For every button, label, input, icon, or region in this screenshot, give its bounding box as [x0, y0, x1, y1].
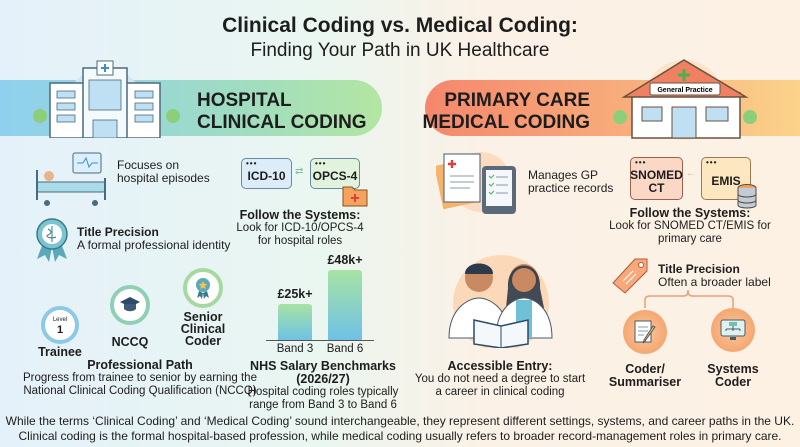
hospital-episodes-text: Focuses on hospital episodes — [117, 158, 210, 185]
professional-path-section: Professional Path Progress from trainee t… — [23, 358, 257, 398]
label-tag-icon — [612, 258, 648, 294]
general-practice-sign: General Practice — [657, 87, 712, 94]
page-subtitle: Finding Your Path in UK Healthcare — [250, 40, 550, 61]
medical-ribbon-badge-icon — [36, 218, 68, 262]
salary-bar-0 — [278, 303, 312, 340]
path-step-nccq: NCCQ — [111, 335, 149, 349]
documents-tablet-icon — [436, 152, 516, 214]
graduation-cap-icon — [110, 285, 150, 325]
follow-systems-left: Follow the Systems: Look for ICD-10/OPCS-… — [236, 208, 364, 248]
medical-folder-icon — [342, 186, 368, 207]
role-systems-coder: Systems Coder — [707, 362, 759, 389]
exchange-arrows-icon: ⇄ — [295, 166, 304, 177]
salary-value-label: £48k+ — [327, 253, 363, 268]
hospital-bed-icon — [36, 152, 106, 206]
hospital-building-icon — [33, 60, 180, 138]
role-coder-summariser: Coder/Summariser — [608, 362, 682, 389]
salary-benchmarks-section: NHS Salary Benchmarks (2026/27) Hospital … — [247, 359, 399, 412]
opcs4-system-box: OPCS-4 — [310, 157, 360, 189]
emis-system-box: EMIS — [701, 156, 751, 200]
database-icon — [737, 184, 757, 209]
level-1-badge: Level 1 — [41, 306, 79, 344]
computer-network-icon — [711, 308, 755, 352]
title-precision-right: Title Precision Often a broader label — [658, 262, 771, 289]
branch-brace — [644, 289, 734, 308]
follow-systems-right: Follow the Systems: Look for SNOMED CT/EM… — [609, 206, 771, 246]
icd10-system-box: ICD-10 — [241, 157, 292, 189]
primary-care-banner-title: PRIMARY CARE MEDICAL CODING — [422, 90, 590, 133]
title-precision-left: Title Precision A formal professional ide… — [77, 225, 231, 252]
senior-award-icon — [183, 268, 223, 308]
footer-summary: While the terms ‘Clinical Coding’ and ‘M… — [5, 414, 795, 443]
document-pen-icon — [623, 310, 667, 354]
path-step-senior-clinical-coder: Senior Clinical Coder — [180, 310, 226, 348]
gp-records-text: Manages GP practice records — [528, 168, 614, 195]
doctors-with-book-icon — [448, 255, 553, 348]
arrow-left-icon: ← — [686, 168, 696, 179]
path-step-trainee: Trainee — [38, 345, 82, 359]
page-title: Clinical Coding vs. Medical Coding: — [222, 14, 578, 37]
salary-bar-chart: £25k+ Band 3 £48k+ Band 6 — [266, 250, 374, 360]
accessible-entry-section: Accessible Entry: You do not need a degre… — [414, 359, 586, 399]
hospital-banner-title: HOSPITAL CLINICAL CODING — [197, 90, 367, 133]
salary-bar-1 — [328, 270, 362, 340]
chart-baseline — [266, 340, 374, 341]
gp-practice-building-icon: General Practice — [613, 59, 757, 140]
salary-band-label: Band 6 — [326, 343, 364, 355]
salary-value-label: £25k+ — [277, 286, 313, 301]
salary-band-label: Band 3 — [276, 343, 314, 355]
